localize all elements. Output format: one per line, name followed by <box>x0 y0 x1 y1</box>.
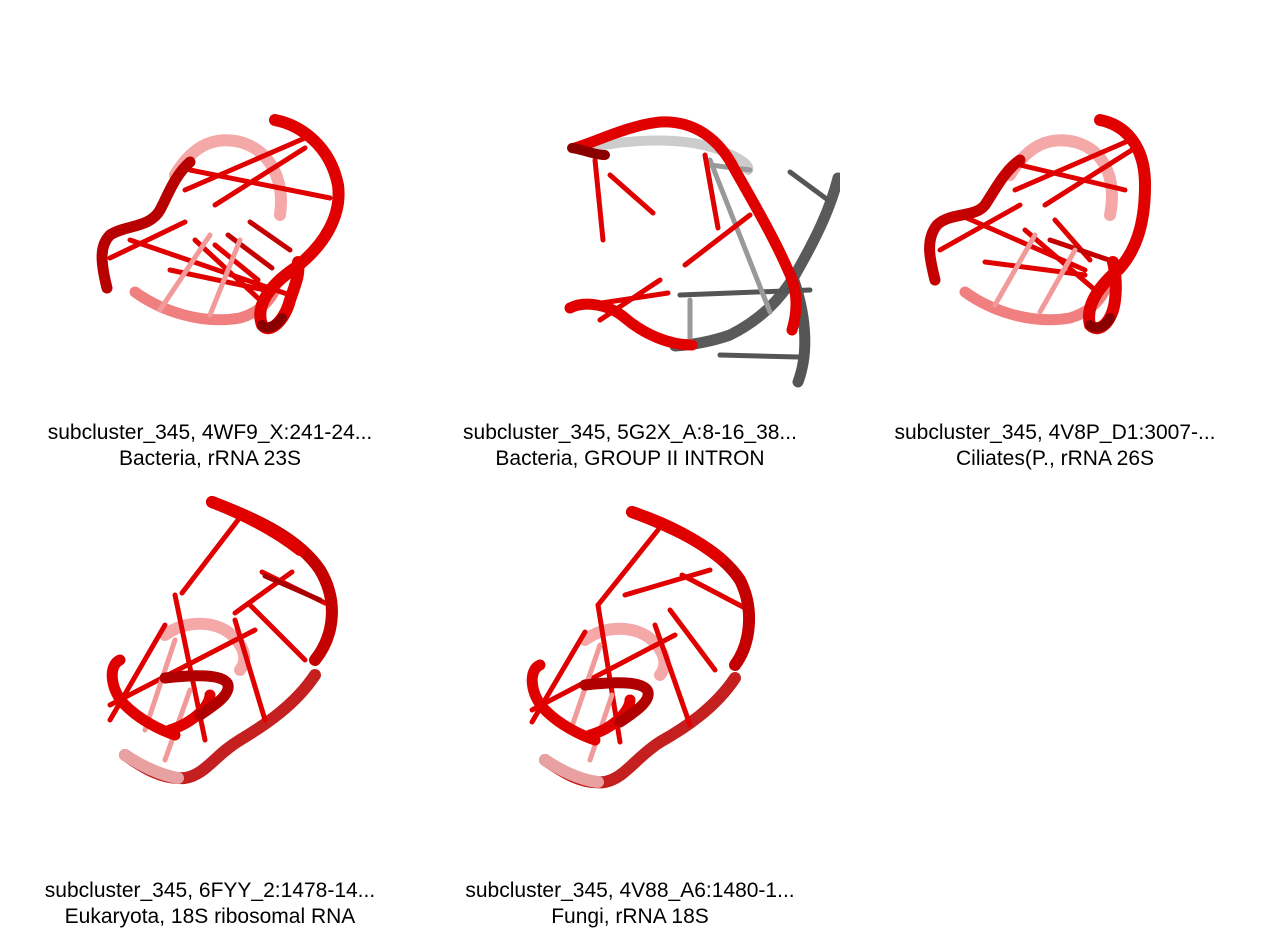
rna-structure-image <box>526 506 756 789</box>
structure-panel-3: subcluster_345, 4V8P_D1:3007-... Ciliate… <box>845 0 1265 470</box>
caption-identifier: subcluster_345, 4V88_A6:1480-1... <box>465 879 795 902</box>
caption-taxonomy: Bacteria, rRNA 23S <box>118 447 302 470</box>
caption-identifier: subcluster_345, 4V8P_D1:3007-... <box>894 421 1216 444</box>
structure-panel-4: subcluster_345, 6FYY_2:1478-14... Eukary… <box>0 460 420 928</box>
structure-panel-2: subcluster_345, 5G2X_A:8-16_38... Bacter… <box>420 0 840 470</box>
caption-taxonomy: Bacteria, GROUP II INTRON <box>495 447 765 470</box>
caption-taxonomy: Fungi, rRNA 18S <box>551 905 709 928</box>
structure-caption: subcluster_345, 4V8P_D1:3007-... Ciliate… <box>845 420 1265 472</box>
structure-caption: subcluster_345, 4WF9_X:241-24... Bacteri… <box>0 420 420 472</box>
structure-caption: subcluster_345, 5G2X_A:8-16_38... Bacter… <box>420 420 840 472</box>
rna-structure-image <box>924 114 1151 335</box>
structure-caption: subcluster_345, 6FYY_2:1478-14... Eukary… <box>0 878 420 930</box>
caption-identifier: subcluster_345, 6FYY_2:1478-14... <box>44 879 376 902</box>
rna-structure-image <box>106 496 338 785</box>
structure-caption: subcluster_345, 4V88_A6:1480-1... Fungi,… <box>420 878 840 930</box>
caption-taxonomy: Eukaryota, 18S ribosomal RNA <box>64 905 356 928</box>
rna-structure-image <box>96 114 345 335</box>
caption-taxonomy: Ciliates(P., rRNA 26S <box>955 447 1155 470</box>
caption-identifier: subcluster_345, 5G2X_A:8-16_38... <box>463 421 797 444</box>
rna-structure-image <box>564 116 840 388</box>
structure-panel-1: subcluster_345, 4WF9_X:241-24... Bacteri… <box>0 0 420 470</box>
caption-identifier: subcluster_345, 4WF9_X:241-24... <box>47 421 373 444</box>
structure-panel-5: subcluster_345, 4V88_A6:1480-1... Fungi,… <box>420 460 840 928</box>
